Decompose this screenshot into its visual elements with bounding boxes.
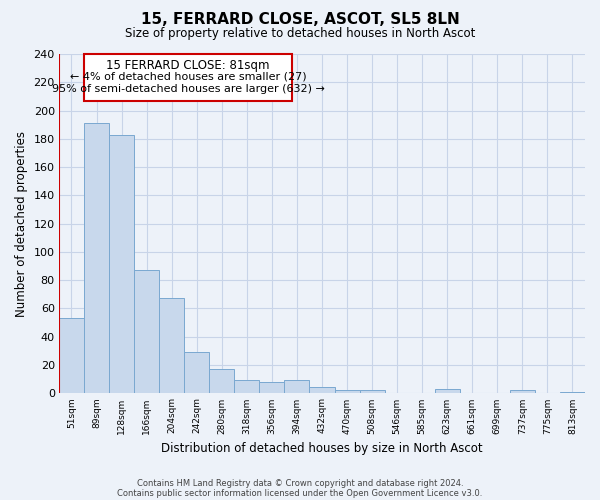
Text: 15 FERRARD CLOSE: 81sqm: 15 FERRARD CLOSE: 81sqm [106,59,270,72]
Bar [235,380,259,393]
Bar [335,390,359,393]
Bar [109,134,134,393]
Bar [259,382,284,393]
FancyBboxPatch shape [84,54,292,100]
Bar [310,388,335,393]
Bar [59,318,84,393]
Bar [359,390,385,393]
Bar [184,352,209,393]
Bar [159,298,184,393]
Bar [284,380,310,393]
Text: Size of property relative to detached houses in North Ascot: Size of property relative to detached ho… [125,28,475,40]
Y-axis label: Number of detached properties: Number of detached properties [15,130,28,316]
Text: Contains public sector information licensed under the Open Government Licence v3: Contains public sector information licen… [118,488,482,498]
Text: 15, FERRARD CLOSE, ASCOT, SL5 8LN: 15, FERRARD CLOSE, ASCOT, SL5 8LN [140,12,460,28]
Bar [84,123,109,393]
Text: Contains HM Land Registry data © Crown copyright and database right 2024.: Contains HM Land Registry data © Crown c… [137,478,463,488]
Bar [134,270,159,393]
Bar [510,390,535,393]
Text: 95% of semi-detached houses are larger (632) →: 95% of semi-detached houses are larger (… [52,84,325,94]
Text: ← 4% of detached houses are smaller (27): ← 4% of detached houses are smaller (27) [70,72,306,82]
Bar [209,369,235,393]
X-axis label: Distribution of detached houses by size in North Ascot: Distribution of detached houses by size … [161,442,483,455]
Bar [560,392,585,393]
Bar [435,389,460,393]
